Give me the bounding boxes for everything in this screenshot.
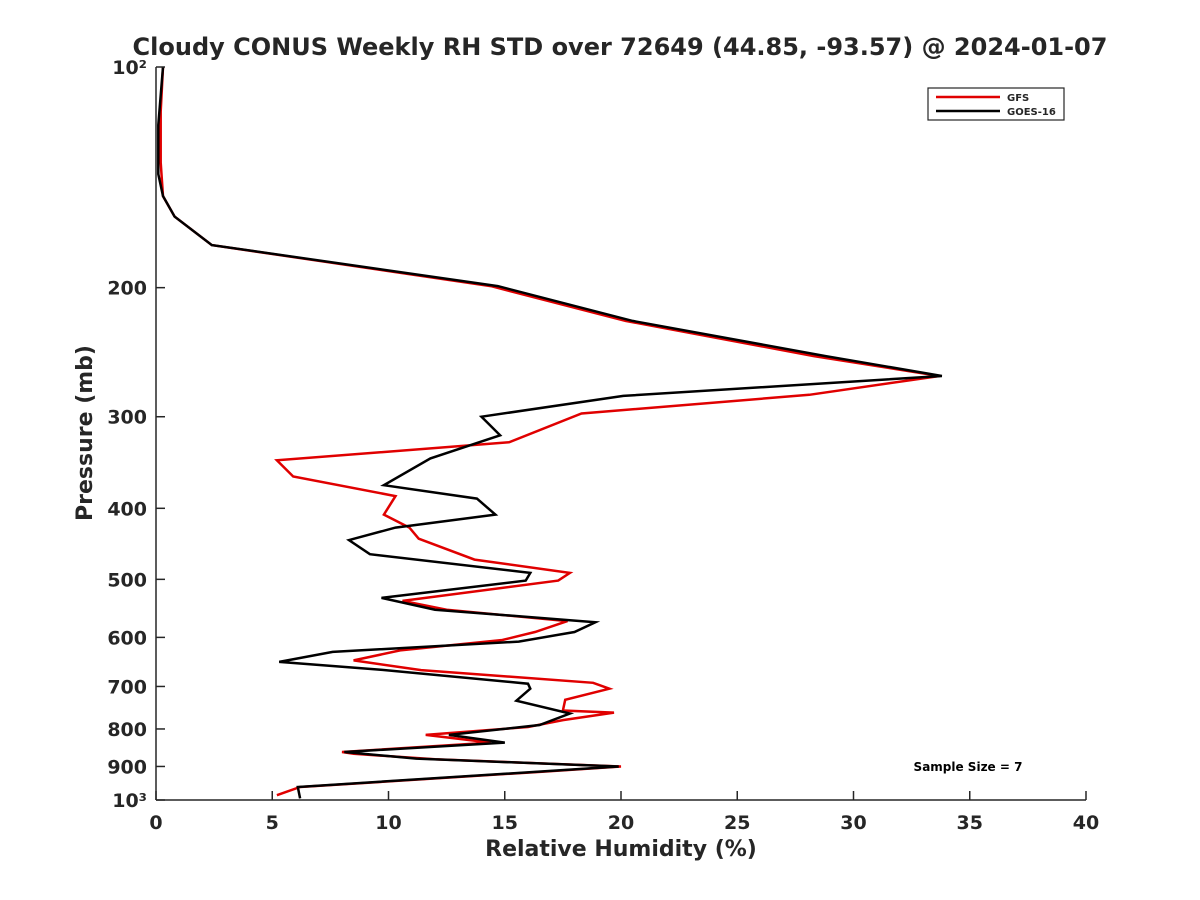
y-tick-label: 200 [107,278,147,300]
y-tick-label: 300 [107,407,147,429]
legend-box [927,87,1065,121]
series-layer [157,66,943,799]
y-tick-label: 800 [107,719,147,741]
y-tick-label: 600 [107,627,147,649]
y-tick-label: 700 [107,676,147,698]
y-tick-label: 10² [112,57,147,79]
sample-size-annotation: Sample Size = 7 [914,760,1023,774]
x-tick-label: 10 [375,812,401,834]
y-tick-label: 900 [107,756,147,778]
x-tick-label: 5 [266,812,279,834]
y-tick-label: 500 [107,569,147,591]
y-axis-label: Pressure (mb) [73,345,98,521]
x-tick-label: 0 [149,812,162,834]
y-ticks: 10² 200 300 400 500 600 700 800 900 10³ [107,57,165,812]
x-tick-label: 20 [608,812,634,834]
x-tick-label: 40 [1073,812,1099,834]
chart-title: Cloudy CONUS Weekly RH STD over 72649 (4… [133,33,1108,61]
legend-label-goes16: GOES-16 [1007,107,1056,118]
legend-label-gfs: GFS [1007,93,1029,104]
x-axis-label: Relative Humidity (%) [485,837,757,862]
y-tick-label: 400 [107,498,147,520]
series-line-gfs [159,66,940,797]
y-tick-label: 10³ [112,790,147,812]
series-line-goes16 [157,66,943,799]
x-tick-label: 15 [492,812,518,834]
x-tick-label: 30 [840,812,866,834]
x-tick-label: 35 [957,812,983,834]
x-tick-label: 25 [724,812,750,834]
legend: GFS GOES-16 [927,87,1065,121]
x-ticks: 0 5 10 15 20 25 30 35 40 [149,791,1099,834]
